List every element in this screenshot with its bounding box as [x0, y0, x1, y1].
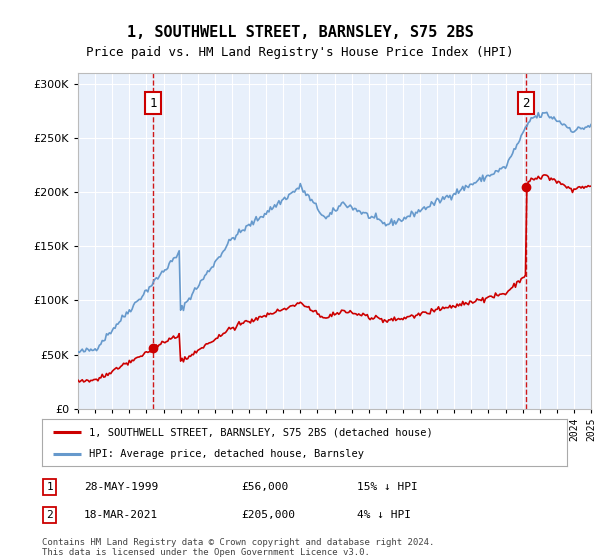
Text: 15% ↓ HPI: 15% ↓ HPI	[357, 482, 418, 492]
Text: £205,000: £205,000	[241, 510, 296, 520]
Text: 2: 2	[522, 96, 530, 110]
Text: 1, SOUTHWELL STREET, BARNSLEY, S75 2BS (detached house): 1, SOUTHWELL STREET, BARNSLEY, S75 2BS (…	[89, 427, 433, 437]
Text: 4% ↓ HPI: 4% ↓ HPI	[357, 510, 411, 520]
Text: 1: 1	[149, 96, 157, 110]
Text: 1: 1	[47, 482, 53, 492]
Text: HPI: Average price, detached house, Barnsley: HPI: Average price, detached house, Barn…	[89, 449, 364, 459]
Text: 2: 2	[47, 510, 53, 520]
Text: 18-MAR-2021: 18-MAR-2021	[84, 510, 158, 520]
Text: 28-MAY-1999: 28-MAY-1999	[84, 482, 158, 492]
Text: £56,000: £56,000	[241, 482, 289, 492]
Text: Contains HM Land Registry data © Crown copyright and database right 2024.
This d: Contains HM Land Registry data © Crown c…	[42, 538, 434, 557]
Text: 1, SOUTHWELL STREET, BARNSLEY, S75 2BS: 1, SOUTHWELL STREET, BARNSLEY, S75 2BS	[127, 25, 473, 40]
Text: Price paid vs. HM Land Registry's House Price Index (HPI): Price paid vs. HM Land Registry's House …	[86, 46, 514, 59]
